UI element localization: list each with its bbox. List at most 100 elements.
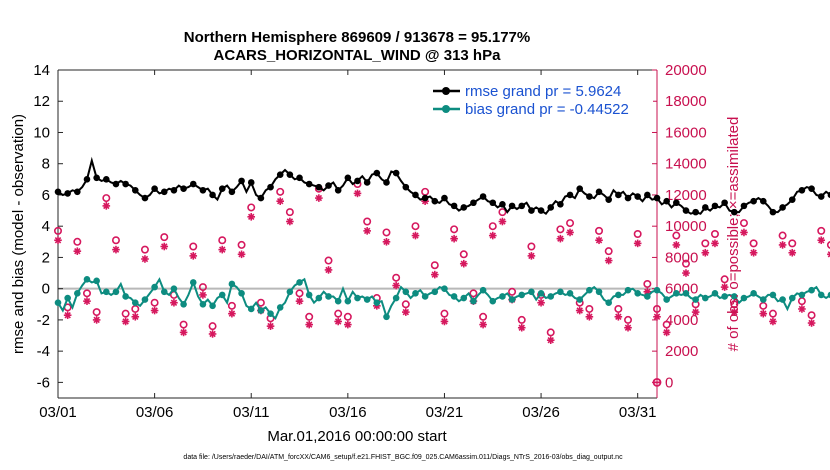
y2-tick-label: 12000 [665,187,707,204]
assim-mark-stroke [499,218,506,225]
rmse-point [354,177,361,185]
assimilated-obs-marker [624,323,632,332]
assimilated-obs-marker [730,308,739,316]
y-tick-label: 10 [33,124,50,141]
assimilated-obs-marker [382,238,391,246]
rmse-point [711,202,719,210]
possible-obs-marker [121,309,130,318]
assim-mark-stroke [566,229,574,236]
bias-point [460,294,468,302]
rmse-point [450,202,458,210]
rmse-point [402,183,410,191]
y2-tick-label: 8000 [665,249,698,266]
assim-mark-stroke [479,321,487,328]
assimilated-obs-marker [266,322,275,330]
assimilated-obs-marker [614,312,623,321]
assim-mark-stroke [673,241,680,249]
assimilated-obs-marker [662,328,671,337]
possible-obs-marker [479,312,488,321]
assimilated-obs-marker [585,312,594,321]
rmse-point [344,174,352,182]
assimilated-obs-marker [131,312,140,321]
x-tick-label: 03/31 [619,404,657,421]
possible-obs-marker [546,328,555,337]
bias-point [499,293,506,300]
rmse-point [750,197,757,205]
possible-obs-marker [237,240,246,249]
rmse-point [489,199,497,207]
bias-point [779,296,786,303]
assimilated-obs-marker [740,228,748,237]
rmse-point [315,183,323,191]
rmse-point [547,204,555,211]
y-axis-label: rmse and bias (model - observation) [10,114,27,354]
assimilated-obs-marker [479,320,487,329]
assim-mark-stroke [170,299,178,306]
bias-point [528,288,535,296]
y-tick-label: -4 [37,343,50,360]
rmse-point [779,204,786,211]
possible-obs-marker [160,233,169,242]
bias-point [817,291,825,299]
assim-mark-stroke [624,324,632,331]
bias-point [392,294,400,302]
possible-obs-marker [730,300,739,309]
bias-point [276,304,284,311]
bias-point [788,294,796,302]
x-tick-label: 03/21 [426,404,464,421]
rmse-point [508,202,516,210]
rmse-point [276,171,284,178]
bias-point [363,296,371,303]
assim-mark-stroke [412,232,419,239]
bias-point [325,293,332,300]
rmse-point [209,191,216,199]
assimilated-obs-marker [353,189,362,198]
bias-point [74,290,81,297]
assimilated-obs-marker [430,270,439,279]
legend: rmse grand pr = 5.9624 bias grand pr = -… [428,78,653,120]
assim-mark-stroke [798,305,806,313]
rmse-point [692,208,699,216]
assim-mark-stroke [103,202,110,210]
bias-point [315,294,323,302]
assimilated-obs-marker [711,239,719,248]
bias-point [557,288,564,296]
assimilated-obs-marker [604,256,613,265]
possible-obs-marker [440,309,449,318]
rmse-point [624,194,632,202]
rmse-point [615,191,622,199]
y2-tick-label: 18000 [665,93,707,110]
bias-point [740,294,748,302]
bias-point [692,296,699,303]
assim-mark-stroke [219,246,226,253]
possible-obs-marker [218,236,227,245]
assimilated-obs-marker [788,248,797,257]
possible-obs-marker [189,242,198,251]
assimilated-obs-marker [701,248,710,257]
possible-obs-marker [334,309,343,318]
assim-mark-stroke [402,308,410,316]
assimilated-obs-marker [295,297,304,305]
possible-obs-marker [566,219,575,228]
bias-point [160,288,168,296]
assimilated-obs-marker [199,291,207,299]
rmse-point [267,183,274,191]
assim-mark-stroke [267,322,274,330]
bias-point [450,293,458,300]
possible-obs-marker [797,297,806,306]
possible-obs-marker [227,301,236,310]
assim-mark-stroke [286,218,294,225]
assimilated-obs-marker [720,283,729,291]
series-lines [54,156,830,321]
rmse-point [557,201,564,208]
possible-obs-marker [807,311,816,320]
assim-mark-stroke [557,235,564,242]
rmse-point [595,188,603,196]
bias-point [103,288,110,296]
bias-point [441,285,448,292]
assimilated-obs-marker [827,251,830,258]
assimilated-obs-marker [218,245,227,254]
assim-mark-stroke [132,313,139,321]
bias-point [624,286,632,294]
assim-mark-stroke [537,299,545,306]
